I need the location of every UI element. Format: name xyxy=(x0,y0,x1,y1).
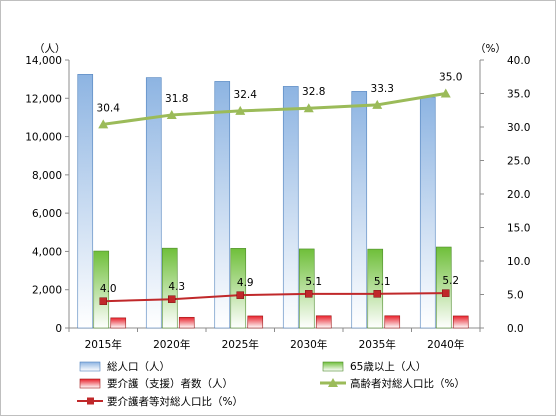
data-label: 4.9 xyxy=(237,277,254,289)
right-tick-label: 30.0 xyxy=(507,122,530,134)
right-tick-label: 35.0 xyxy=(507,89,530,101)
bar-elderly-65plus xyxy=(367,248,384,329)
right-axis-unit: （%） xyxy=(475,43,506,55)
data-label: 32.8 xyxy=(302,86,325,98)
left-tick-label: 2,000 xyxy=(32,285,62,297)
bar-elderly-65plus xyxy=(161,247,178,329)
legend-marker-triangle xyxy=(328,378,338,387)
left-tick-label: 8,000 xyxy=(32,170,62,182)
lines xyxy=(98,88,451,305)
bar-total-population xyxy=(145,77,162,329)
data-labels: 30.4 31.8 32.4 32.8 33.3 35.0 4.0 4.3 4.9 5.1 5.1 5… xyxy=(97,72,463,296)
line-marker-triangle xyxy=(372,99,383,109)
x-tick-label: 2030年 xyxy=(290,338,327,351)
bar-care-recipients xyxy=(178,316,195,329)
x-tick-label: 2020年 xyxy=(153,338,190,351)
data-label: 5.1 xyxy=(374,276,391,288)
bar-elderly-65plus xyxy=(298,248,315,329)
line-elderly-ratio xyxy=(103,92,446,126)
right-tick-label: 5.0 xyxy=(507,290,524,302)
right-tick-label: 0.0 xyxy=(507,323,524,335)
x-tick-label: 2035年 xyxy=(359,338,396,351)
left-tick-label: 10,000 xyxy=(25,132,62,144)
x-tick-label: 2040年 xyxy=(427,338,464,351)
data-label: 30.4 xyxy=(97,102,121,114)
bar-care-recipients xyxy=(452,315,469,329)
right-tick-label: 40.0 xyxy=(507,55,530,67)
data-label: 32.4 xyxy=(234,89,258,101)
data-label: 35.0 xyxy=(439,72,462,84)
bar-total-population xyxy=(214,81,231,329)
bar-total-population xyxy=(282,86,299,329)
line-marker-triangle xyxy=(98,119,109,129)
right-tick-label: 10.0 xyxy=(507,256,530,268)
data-label: 5.1 xyxy=(305,276,322,288)
bar-care-recipients xyxy=(384,315,401,329)
line-marker-triangle xyxy=(166,109,177,119)
legend-label: 65歳以上（人） xyxy=(350,361,426,373)
data-label: 5.2 xyxy=(442,275,459,287)
right-tick-label: 25.0 xyxy=(507,156,530,168)
data-label: 33.3 xyxy=(371,83,394,95)
line-care-ratio xyxy=(103,292,446,303)
left-tick-label: 0 xyxy=(55,323,62,335)
left-axis-unit: （人） xyxy=(34,43,66,55)
bar-total-population xyxy=(77,74,94,329)
legend-label: 高齢者対総人口比（%） xyxy=(350,377,465,390)
legend-label: 総人口（人） xyxy=(107,360,170,373)
line-marker-square xyxy=(373,290,381,298)
legend: 総人口（人） 65歳以上（人） 要介護（支援）者数（人） 高齢者対総人口比（%） 要介護… xyxy=(77,360,465,408)
line-marker-square xyxy=(236,291,244,299)
bar-elderly-65plus xyxy=(435,246,452,329)
right-tick-label: 20.0 xyxy=(507,189,530,201)
x-tick-label: 2015年 xyxy=(85,338,122,351)
left-tick-label: 12,000 xyxy=(25,93,62,105)
axes: 02,0004,0006,0008,00010,00012,00014,000（… xyxy=(25,43,530,351)
line-marker-triangle xyxy=(303,103,314,113)
left-tick-label: 14,000 xyxy=(25,55,62,67)
legend-marker-square xyxy=(87,397,94,405)
line-marker-square xyxy=(168,295,176,303)
legend-label: 要介護（支援）者数（人） xyxy=(107,377,233,390)
line-marker-square xyxy=(305,290,313,298)
left-tick-label: 4,000 xyxy=(32,246,62,258)
right-tick-label: 15.0 xyxy=(507,223,530,235)
data-label: 31.8 xyxy=(165,93,188,105)
bar-care-recipients xyxy=(315,315,332,329)
data-label: 4.0 xyxy=(100,283,117,295)
bar-elderly-65plus xyxy=(93,250,110,329)
line-marker-triangle xyxy=(440,88,451,98)
legend-label: 要介護者等対総人口比（%） xyxy=(107,395,243,408)
bar-care-recipients xyxy=(110,317,127,329)
data-label: 4.3 xyxy=(168,281,185,293)
bar-care-recipients xyxy=(247,315,264,329)
bar-elderly-65plus xyxy=(230,248,247,329)
bars xyxy=(77,74,469,329)
bar-total-population xyxy=(351,91,368,329)
line-marker-square xyxy=(442,289,450,297)
line-marker-triangle xyxy=(235,105,246,115)
legend-swatch xyxy=(322,361,344,372)
legend-swatch xyxy=(79,361,101,372)
x-tick-label: 2025年 xyxy=(222,338,259,351)
legend-swatch xyxy=(79,378,101,389)
line-marker-square xyxy=(99,297,107,305)
left-tick-label: 6,000 xyxy=(32,208,62,220)
